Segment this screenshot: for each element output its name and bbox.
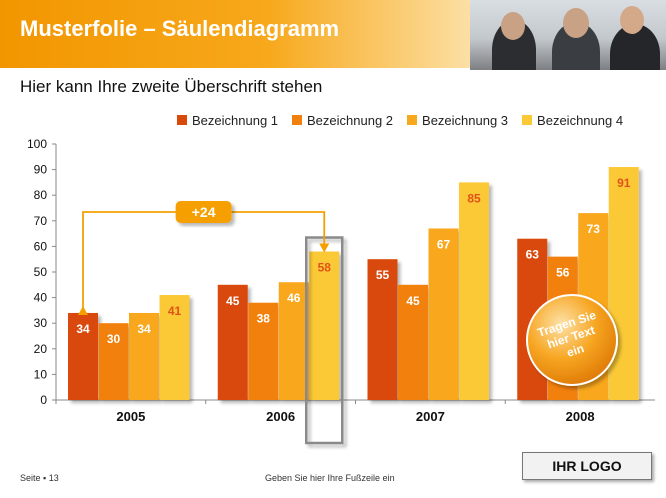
y-tick-label: 20 [34,342,48,356]
y-tick-label: 40 [34,291,48,305]
data-label: 55 [376,268,390,282]
legend-swatch [292,115,303,125]
y-tick-label: 10 [34,367,48,381]
legend-item: Bezeichnung 4 [522,113,623,128]
legend-item: Bezeichnung 3 [407,113,508,128]
data-label: 56 [556,266,570,280]
data-label: 34 [137,322,151,336]
y-tick-label: 90 [34,163,48,177]
legend-swatch [177,115,187,125]
data-label: 45 [226,294,240,308]
legend-label: Bezeichnung 1 [192,112,279,128]
footer-text: Geben Sie hier Ihre Fußzeile ein [265,473,395,483]
data-label: 45 [406,294,420,308]
y-tick-label: 80 [34,188,48,202]
bar [309,251,340,400]
bar [608,167,639,400]
bar [398,284,428,400]
data-label: 91 [617,176,631,190]
page-title: Musterfolie – Säulendiagramm [20,16,340,41]
data-label: 41 [168,304,182,318]
bar [367,259,398,400]
y-tick-label: 50 [34,265,48,279]
header-photo [470,0,666,70]
data-label: 46 [287,291,301,305]
bar [278,282,309,400]
data-label: 67 [437,237,451,251]
x-tick-label: 2006 [266,409,295,424]
x-tick-label: 2007 [416,409,445,424]
difference-label: +24 [192,204,216,220]
x-tick-label: 2008 [566,409,595,424]
y-tick-label: 30 [34,316,48,330]
bar [217,284,248,400]
legend-label: Bezeichnung 4 [537,112,624,128]
legend-item: Bezeichnung 2 [292,113,393,128]
x-tick-label: 2005 [116,409,145,424]
y-tick-label: 60 [34,239,48,253]
data-label: 73 [587,222,601,236]
data-label: 30 [107,332,121,346]
legend-swatch [407,115,418,125]
callout-line: ein [565,341,586,360]
logo-placeholder: IHR LOGO [522,452,652,480]
data-label: 63 [526,248,540,262]
subtitle: Hier kann Ihre zweite Überschrift stehen [20,77,323,96]
bar [68,312,98,400]
data-label: 85 [467,191,481,205]
bar [428,228,459,400]
arrow-head [319,243,330,253]
y-tick-label: 0 [40,393,47,407]
callout-circle [526,294,618,386]
chart-legend: Bezeichnung 1 Bezeichnung 2 Bezeichnung … [177,112,623,128]
page-number: Seite ▪ 13 [20,473,59,483]
legend-label: Bezeichnung 3 [422,112,509,128]
bar [248,302,279,400]
y-tick-label: 100 [27,137,47,151]
bar [129,312,159,400]
data-label: 38 [257,312,271,326]
data-label: 58 [318,261,332,275]
bar [98,323,129,400]
bar [159,295,190,400]
bar [459,182,489,400]
legend-item: Bezeichnung 1 [177,113,278,128]
arrow-head [78,305,88,315]
y-tick-label: 70 [34,214,48,228]
legend-label: Bezeichnung 2 [307,112,394,128]
data-label: 34 [76,322,90,336]
legend-swatch [522,115,533,125]
difference-badge [175,201,232,223]
